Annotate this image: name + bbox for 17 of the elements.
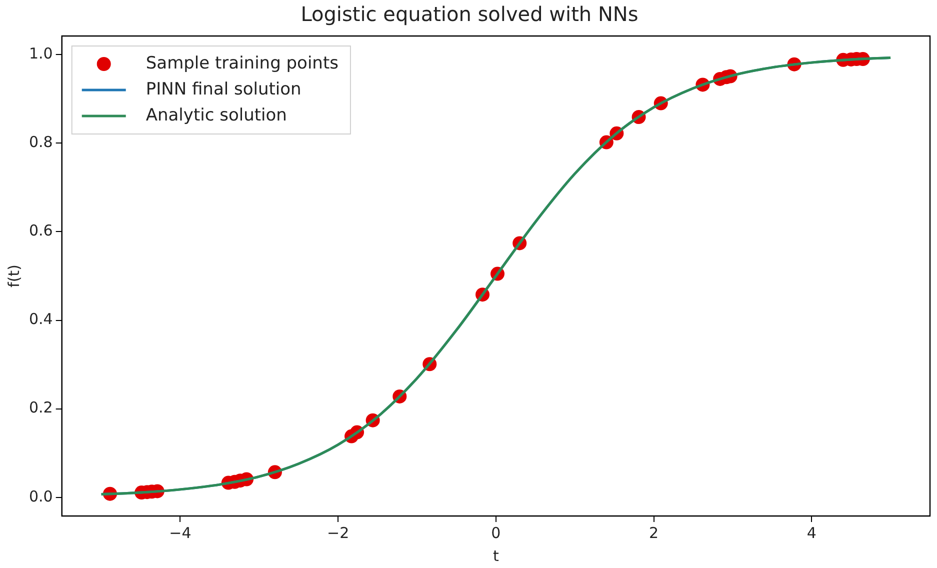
x-tick-label: 0 (491, 524, 501, 542)
chart-title: Logistic equation solved with NNs (300, 2, 638, 26)
y-tick-label: 0.0 (28, 487, 53, 506)
x-tick-label: −2 (327, 524, 350, 542)
legend-label: Analytic solution (146, 105, 287, 126)
x-tick-label: −4 (169, 524, 192, 542)
x-tick-label: 2 (649, 524, 659, 542)
y-tick-label: 1.0 (28, 44, 53, 62)
x-axis-title: t (492, 546, 499, 565)
y-tick-label: 0.6 (28, 222, 53, 240)
y-tick-label: 0.8 (28, 133, 53, 152)
y-tick-label: 0.4 (28, 310, 53, 328)
legend-label: Sample training points (146, 53, 339, 74)
y-tick-label: 0.2 (28, 398, 53, 417)
x-tick-label: 4 (806, 524, 816, 542)
y-axis-title: f(t) (4, 264, 23, 288)
legend-label: PINN final solution (146, 79, 302, 100)
